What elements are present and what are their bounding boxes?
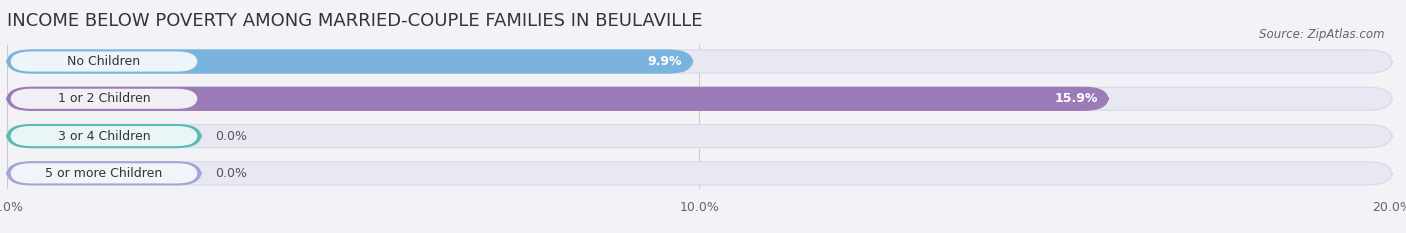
FancyBboxPatch shape xyxy=(10,126,197,146)
Text: INCOME BELOW POVERTY AMONG MARRIED-COUPLE FAMILIES IN BEULAVILLE: INCOME BELOW POVERTY AMONG MARRIED-COUPL… xyxy=(7,12,703,30)
FancyBboxPatch shape xyxy=(7,124,1392,148)
FancyBboxPatch shape xyxy=(7,50,1392,73)
Text: 1 or 2 Children: 1 or 2 Children xyxy=(58,92,150,105)
Text: 5 or more Children: 5 or more Children xyxy=(45,167,163,180)
FancyBboxPatch shape xyxy=(7,162,201,185)
Text: 9.9%: 9.9% xyxy=(648,55,682,68)
Text: 0.0%: 0.0% xyxy=(215,130,247,143)
FancyBboxPatch shape xyxy=(7,162,1392,185)
FancyBboxPatch shape xyxy=(7,124,201,148)
FancyBboxPatch shape xyxy=(7,87,1108,110)
FancyBboxPatch shape xyxy=(10,163,197,183)
Text: No Children: No Children xyxy=(67,55,141,68)
FancyBboxPatch shape xyxy=(10,51,197,72)
FancyBboxPatch shape xyxy=(7,50,693,73)
FancyBboxPatch shape xyxy=(7,87,1392,110)
Text: 15.9%: 15.9% xyxy=(1054,92,1098,105)
Text: 0.0%: 0.0% xyxy=(215,167,247,180)
FancyBboxPatch shape xyxy=(10,89,197,109)
Text: Source: ZipAtlas.com: Source: ZipAtlas.com xyxy=(1260,28,1385,41)
Text: 3 or 4 Children: 3 or 4 Children xyxy=(58,130,150,143)
